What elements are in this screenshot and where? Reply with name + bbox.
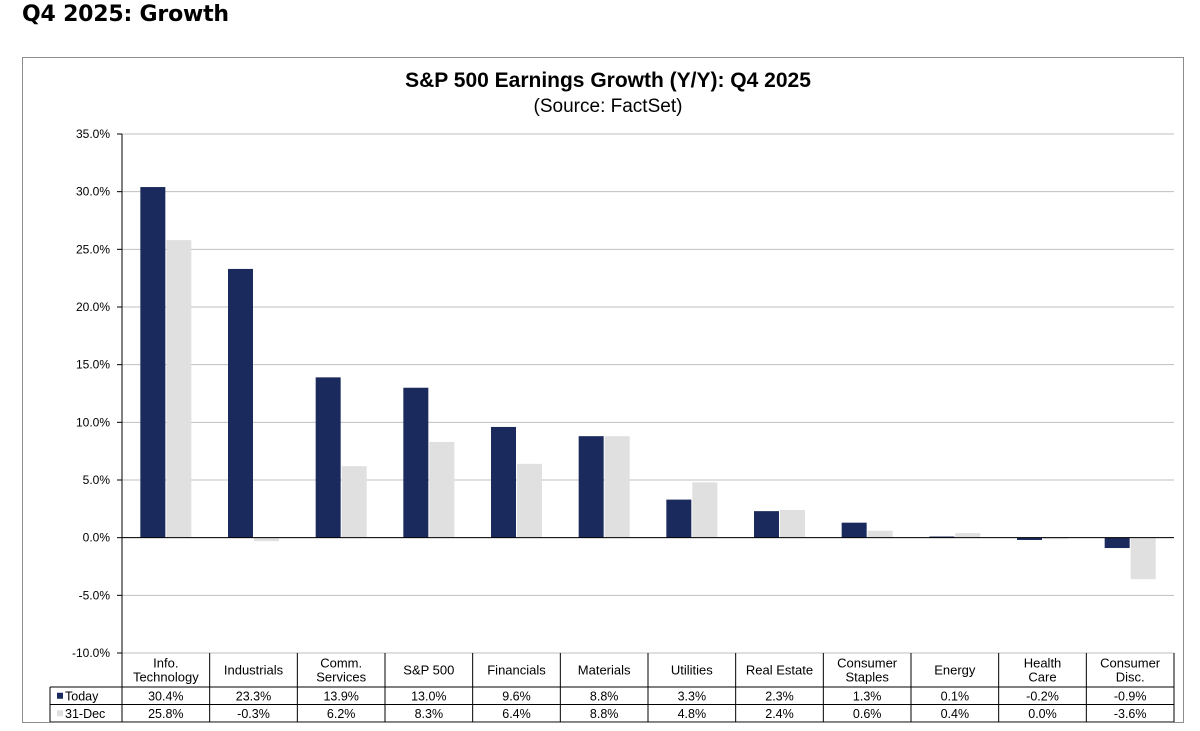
category-label: Care xyxy=(1028,670,1056,685)
data-label: 6.4% xyxy=(502,707,531,721)
bar-today xyxy=(754,511,779,538)
data-label: 13.9% xyxy=(323,689,358,703)
bar-today xyxy=(315,377,341,538)
category-label: Staples xyxy=(845,670,889,685)
data-label: -0.9% xyxy=(1114,689,1147,703)
y-tick-label: 5.0% xyxy=(83,473,111,487)
bar-31-dec xyxy=(780,509,805,538)
data-label: 6.2% xyxy=(327,707,356,721)
data-label: -0.2% xyxy=(1026,689,1059,703)
bar-31-dec xyxy=(604,436,630,538)
y-tick-label: -10.0% xyxy=(72,646,110,660)
y-tick-label: 35.0% xyxy=(76,127,110,141)
bar-31-dec xyxy=(1043,537,1068,540)
data-label: 30.4% xyxy=(148,689,183,703)
bar-31-dec xyxy=(341,466,367,538)
legend-label-31-dec: 31-Dec xyxy=(65,707,105,721)
chart-title: S&P 500 Earnings Growth (Y/Y): Q4 2025 xyxy=(405,69,811,92)
bar-31-dec xyxy=(166,240,192,538)
data-table: Info.Technology Industrials Comm.Services S… xyxy=(49,653,1175,722)
data-label: 2.3% xyxy=(765,689,794,703)
category-label: Health xyxy=(1024,656,1062,671)
y-tick-label: 10.0% xyxy=(76,415,110,429)
bar-31-dec xyxy=(955,533,981,538)
chart-subtitle: (Source: FactSet) xyxy=(534,96,683,117)
bar-today xyxy=(140,187,166,538)
data-label: 4.8% xyxy=(678,707,707,721)
data-label: 8.3% xyxy=(415,707,444,721)
data-label: 25.8% xyxy=(148,707,183,721)
category-label: Materials xyxy=(578,663,631,678)
y-tick-label: 30.0% xyxy=(76,185,110,199)
data-label: 0.4% xyxy=(941,707,970,721)
category-label: S&P 500 xyxy=(403,663,454,678)
data-label: 0.6% xyxy=(853,707,882,721)
bar-today xyxy=(1017,537,1042,540)
category-label: Financials xyxy=(487,663,546,678)
category-label: Technology xyxy=(133,670,199,685)
y-tick-label: -5.0% xyxy=(79,588,111,602)
page-heading: Q4 2025: Growth xyxy=(22,2,229,27)
bar-today xyxy=(666,499,692,538)
data-label: 3.3% xyxy=(678,689,707,703)
category-label: Info. xyxy=(153,656,178,671)
category-label: Consumer xyxy=(1100,656,1161,671)
legend-key-31-dec xyxy=(57,710,63,717)
data-label: 1.3% xyxy=(853,689,882,703)
bar-today xyxy=(841,522,867,538)
bar-layer xyxy=(140,187,1156,580)
data-label: 9.6% xyxy=(502,689,531,703)
data-label: -3.6% xyxy=(1114,707,1147,721)
bar-today xyxy=(491,426,516,538)
category-label: Utilities xyxy=(671,663,713,678)
axis-layer: 35.0% 30.0% 25.0% 20.0% 15.0% 10.0% 5.0% 0.0% -5… xyxy=(72,127,1174,660)
data-label: 13.0% xyxy=(411,689,446,703)
bar-31-dec xyxy=(692,482,718,538)
category-label: Industrials xyxy=(224,663,284,678)
bar-31-dec xyxy=(517,463,542,538)
category-label: Energy xyxy=(934,663,976,678)
bar-31-dec xyxy=(1130,537,1156,580)
y-tick-label: 20.0% xyxy=(76,300,110,314)
bar-31-dec xyxy=(254,537,279,542)
bar-today xyxy=(1104,537,1130,549)
y-tick-label: 25.0% xyxy=(76,242,110,256)
category-label: Comm. xyxy=(320,656,362,671)
category-label: Real Estate xyxy=(746,663,813,678)
data-label: 8.8% xyxy=(590,707,619,721)
bar-today xyxy=(228,268,253,538)
category-label: Consumer xyxy=(837,656,898,671)
bar-31-dec xyxy=(867,530,893,538)
data-label: -0.3% xyxy=(237,707,270,721)
data-label: 2.4% xyxy=(765,707,794,721)
category-label: Disc. xyxy=(1116,670,1145,685)
data-label: 0.1% xyxy=(941,689,970,703)
bar-today xyxy=(403,387,429,538)
legend-key-today xyxy=(57,692,63,699)
grid-layer xyxy=(122,133,1174,654)
data-label: 23.3% xyxy=(236,689,271,703)
y-tick-label: 0.0% xyxy=(83,531,111,545)
legend-label-today: Today xyxy=(65,689,99,703)
data-label: 0.0% xyxy=(1028,707,1057,721)
earnings-growth-chart: S&P 500 Earnings Growth (Y/Y): Q4 2025 (… xyxy=(49,69,1175,722)
bar-today xyxy=(578,436,604,538)
bar-31-dec xyxy=(429,441,455,538)
chart-frame: S&P 500 Earnings Growth (Y/Y): Q4 2025 (… xyxy=(22,57,1184,723)
y-tick-label: 15.0% xyxy=(76,358,110,372)
category-label: Services xyxy=(316,670,366,685)
data-label: 8.8% xyxy=(590,689,619,703)
